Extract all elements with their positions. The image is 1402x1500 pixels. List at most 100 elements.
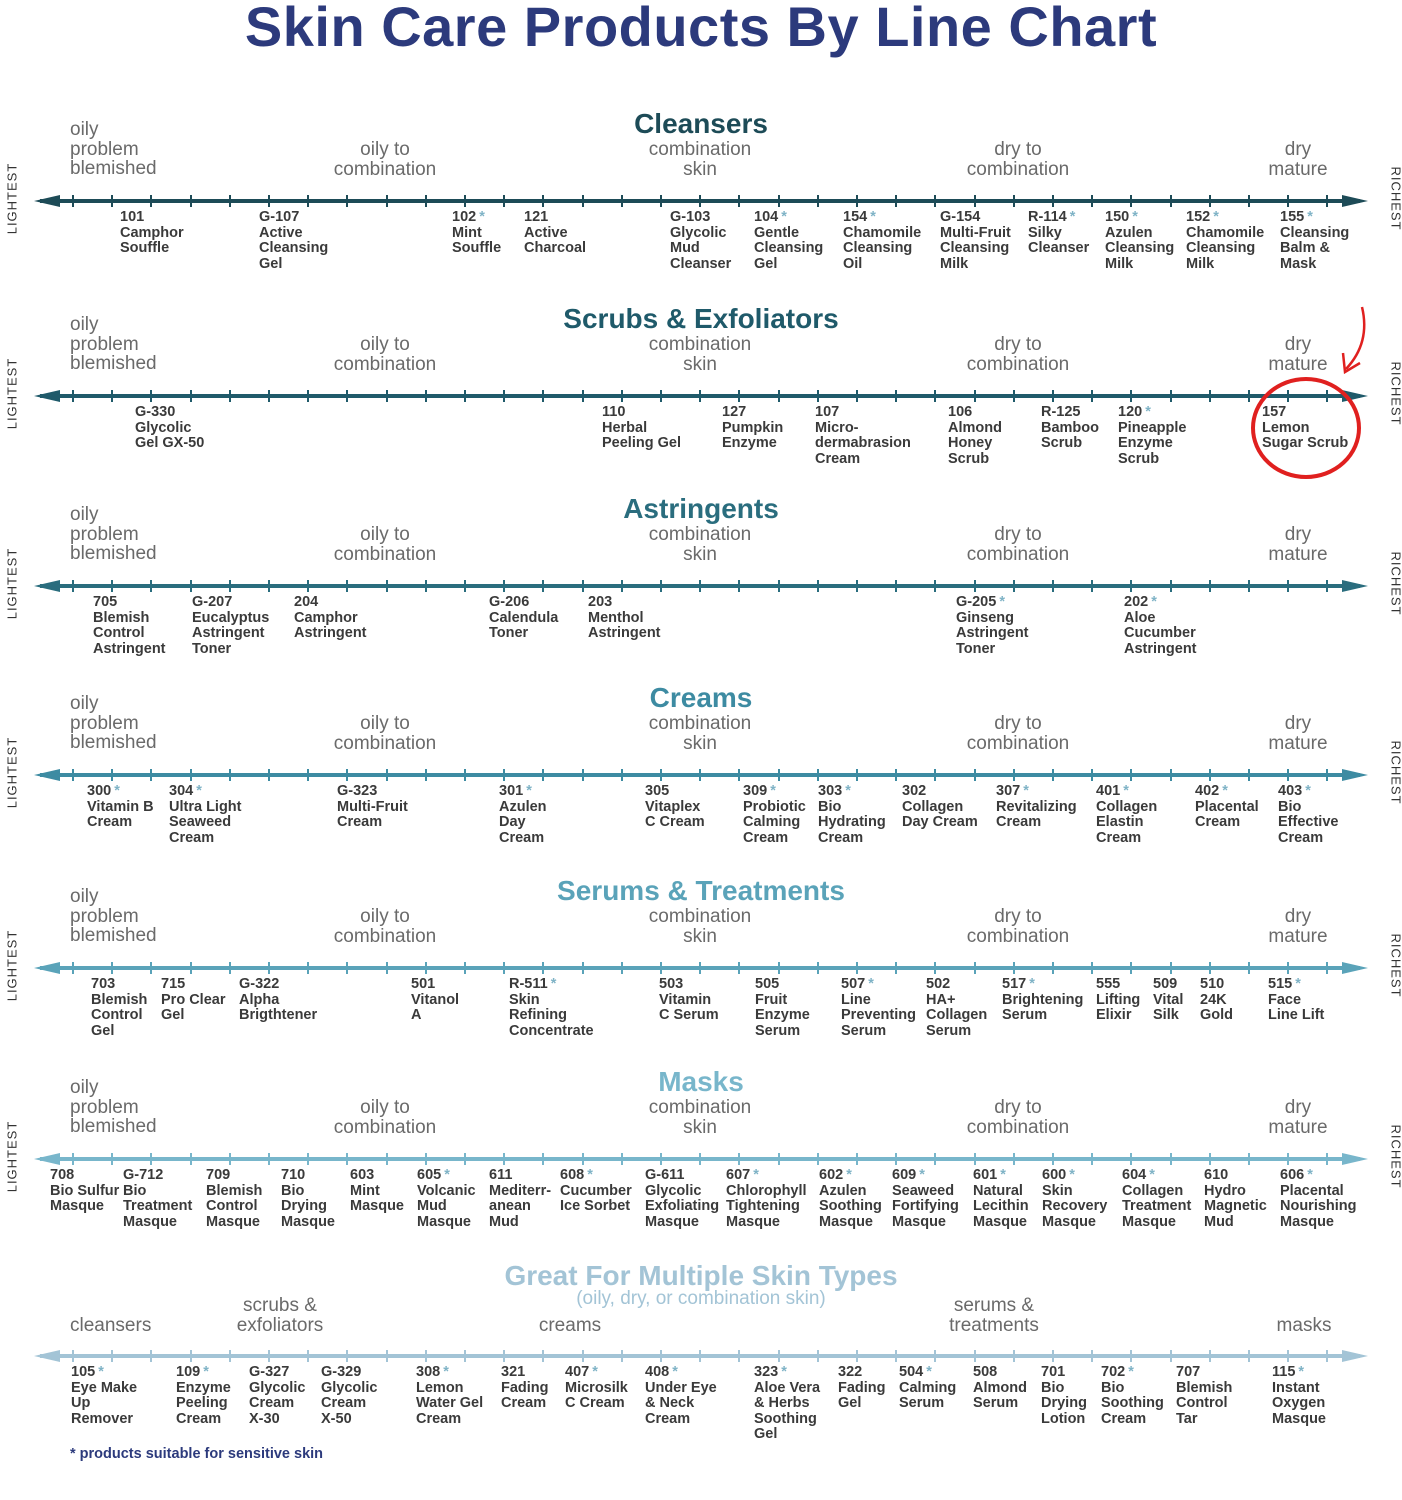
product-item[interactable]: 515 * Face Line Lift — [1268, 976, 1324, 1024]
sensitive-skin-star-icon: * — [98, 1364, 104, 1380]
product-item[interactable]: 203 Menthol Astringent — [588, 594, 661, 642]
product-code: 105 — [71, 1364, 96, 1380]
product-item[interactable]: 607 * Chlorophyll Tightening Masque — [726, 1167, 807, 1230]
product-item[interactable]: G-322 Alpha Brigthtener — [239, 976, 317, 1024]
product-item[interactable]: 300 * Vitamin B Cream — [87, 783, 154, 831]
product-item[interactable]: 705 Blemish Control Astringent — [93, 594, 166, 657]
product-item[interactable]: 105 * Eye Make Up Remover — [71, 1364, 137, 1427]
product-item[interactable]: 303 * Bio Hydrating Cream — [818, 783, 886, 846]
product-code: 301 — [499, 783, 524, 799]
product-item[interactable]: 401 * Collagen Elastin Cream — [1096, 783, 1157, 846]
scale-tick — [934, 195, 937, 207]
scale-tick — [895, 195, 898, 207]
product-item[interactable]: 104 * Gentle Cleansing Gel — [754, 209, 823, 272]
product-item[interactable]: 101 Camphor Souffle — [120, 209, 184, 257]
product-item[interactable]: G-207 Eucalyptus Astringent Toner — [192, 594, 269, 657]
product-item[interactable]: 150 * Azulen Cleansing Milk — [1105, 209, 1174, 272]
product-item[interactable]: G-329 Glycolic Cream X-50 — [321, 1364, 377, 1427]
product-item[interactable]: 608 * Cucumber Ice Sorbet — [560, 1167, 632, 1215]
product-item[interactable]: 504 * Calming Serum — [899, 1364, 956, 1412]
product-item[interactable]: 102 * Mint Souffle — [452, 209, 501, 257]
product-item[interactable]: 610 Hydro Magnetic Mud — [1204, 1167, 1267, 1230]
product-item[interactable]: 707 Blemish Control Tar — [1176, 1364, 1232, 1427]
product-item[interactable]: 301 * Azulen Day Cream — [499, 783, 547, 846]
product-item[interactable]: 308 * Lemon Water Gel Cream — [416, 1364, 483, 1427]
product-item[interactable]: 708 Bio Sulfur Masque — [50, 1167, 119, 1215]
product-item[interactable]: 606 * Placental Nourishing Masque — [1280, 1167, 1357, 1230]
product-item[interactable]: 604 * Collagen Treatment Masque — [1122, 1167, 1191, 1230]
product-item[interactable]: 120 * Pineapple Enzyme Scrub — [1118, 404, 1187, 467]
product-item[interactable]: 307 * Revitalizing Cream — [996, 783, 1077, 831]
product-item[interactable]: 202 * Aloe Cucumber Astringent — [1124, 594, 1197, 657]
product-item[interactable]: 602 * Azulen Soothing Masque — [819, 1167, 882, 1230]
product-item[interactable]: 305 Vitaplex C Cream — [645, 783, 705, 831]
sensitive-skin-star-icon: * — [1029, 976, 1035, 992]
scale-tick — [1326, 1350, 1329, 1362]
product-item[interactable]: 603 Mint Masque — [350, 1167, 404, 1215]
product-item[interactable]: G-327 Glycolic Cream X-30 — [249, 1364, 305, 1427]
product-code: 150 — [1105, 209, 1130, 225]
product-item[interactable]: 702 * Bio Soothing Cream — [1101, 1364, 1164, 1427]
product-code: 608 — [560, 1167, 585, 1183]
product-item[interactable]: 154 * Chamomile Cleansing Oil — [843, 209, 921, 272]
product-item[interactable]: 600 * Skin Recovery Masque — [1042, 1167, 1107, 1230]
product-item[interactable]: G-323 Multi-Fruit Cream — [337, 783, 408, 831]
product-item[interactable]: 710 Bio Drying Masque — [281, 1167, 335, 1230]
product-item[interactable]: 517 * Brightening Serum — [1002, 976, 1083, 1024]
product-item[interactable]: 703 Blemish Control Gel — [91, 976, 147, 1039]
product-item[interactable]: 555 Lifting Elixir — [1096, 976, 1140, 1024]
product-item[interactable]: 106 Almond Honey Scrub — [948, 404, 1002, 467]
product-item[interactable]: 107 Micro- dermabrasion Cream — [815, 404, 911, 467]
product-item[interactable]: 501 Vitanol A — [411, 976, 459, 1024]
product-item[interactable]: G-205 * Ginseng Astringent Toner — [956, 594, 1029, 657]
product-item[interactable]: 309 * Probiotic Calming Cream — [743, 783, 806, 846]
product-item[interactable]: 709 Blemish Control Masque — [206, 1167, 262, 1230]
product-item[interactable]: G-154 Multi-Fruit Cleansing Milk — [940, 209, 1011, 272]
product-item[interactable]: G-330 Glycolic Gel GX-50 — [135, 404, 204, 452]
product-item[interactable]: 155 * Cleansing Balm & Mask — [1280, 209, 1349, 272]
product-item[interactable]: 323 * Aloe Vera & Herbs Soothing Gel — [754, 1364, 820, 1443]
product-item[interactable]: 121 Active Charcoal — [524, 209, 586, 257]
scale-tick — [503, 1153, 506, 1165]
product-item[interactable]: R-511 * Skin Refining Concentrate — [509, 976, 594, 1039]
product-item[interactable]: 322 Fading Gel — [838, 1364, 886, 1412]
product-item[interactable]: 304 * Ultra Light Seaweed Cream — [169, 783, 242, 846]
product-item[interactable]: 402 * Placental Cream — [1195, 783, 1259, 831]
scale-tick — [777, 962, 780, 974]
product-item[interactable]: 407 * Microsilk C Cream — [565, 1364, 628, 1412]
product-item[interactable]: G-103 Glycolic Mud Cleanser — [670, 209, 731, 272]
product-item[interactable]: 601 * Natural Lecithin Masque — [973, 1167, 1029, 1230]
product-item[interactable]: 715 Pro Clear Gel — [161, 976, 225, 1024]
product-item[interactable]: 157 Lemon Sugar Scrub — [1262, 404, 1348, 452]
scale-tick — [1091, 769, 1094, 781]
product-item[interactable]: G-206 Calendula Toner — [489, 594, 558, 642]
product-item[interactable]: 611 Mediterr- anean Mud — [489, 1167, 551, 1230]
product-item[interactable]: 507 * Line Preventing Serum — [841, 976, 916, 1039]
product-item[interactable]: 609 * Seaweed Fortifying Masque — [892, 1167, 959, 1230]
product-item[interactable]: 152 * Chamomile Cleansing Milk — [1186, 209, 1264, 272]
product-item[interactable]: R-114 * Silky Cleanser — [1028, 209, 1089, 257]
product-item[interactable]: R-125 Bamboo Scrub — [1041, 404, 1099, 452]
scale-tick — [856, 1350, 858, 1362]
product-item[interactable]: 509 Vital Silk — [1153, 976, 1183, 1024]
product-item[interactable]: 605 * Volcanic Mud Masque — [417, 1167, 476, 1230]
product-item[interactable]: G-107 Active Cleansing Gel — [259, 209, 328, 272]
product-item[interactable]: 109 * Enzyme Peeling Cream — [176, 1364, 231, 1427]
product-item[interactable]: 503 Vitamin C Serum — [659, 976, 719, 1024]
product-item[interactable]: 701 Bio Drying Lotion — [1041, 1364, 1087, 1427]
product-item[interactable]: G-611 Glycolic Exfoliating Masque — [645, 1167, 719, 1230]
product-item[interactable]: 127 Pumpkin Enzyme — [722, 404, 783, 452]
product-item[interactable]: 502 HA+ Collagen Serum — [926, 976, 987, 1039]
product-item[interactable]: 403 * Bio Effective Cream — [1278, 783, 1338, 846]
product-item[interactable]: 302 Collagen Day Cream — [902, 783, 978, 831]
product-item[interactable]: 321 Fading Cream — [501, 1364, 549, 1412]
scale-tick — [973, 962, 976, 974]
product-item[interactable]: 115 * Instant Oxygen Masque — [1272, 1364, 1326, 1427]
product-item[interactable]: 110 Herbal Peeling Gel — [602, 404, 681, 452]
product-item[interactable]: 508 Almond Serum — [973, 1364, 1027, 1412]
product-item[interactable]: 505 Fruit Enzyme Serum — [755, 976, 810, 1039]
product-item[interactable]: G-712 Bio Treatment Masque — [123, 1167, 192, 1230]
product-item[interactable]: 204 Camphor Astringent — [294, 594, 367, 642]
product-item[interactable]: 510 24K Gold — [1200, 976, 1233, 1024]
product-item[interactable]: 408 * Under Eye & Neck Cream — [645, 1364, 717, 1427]
